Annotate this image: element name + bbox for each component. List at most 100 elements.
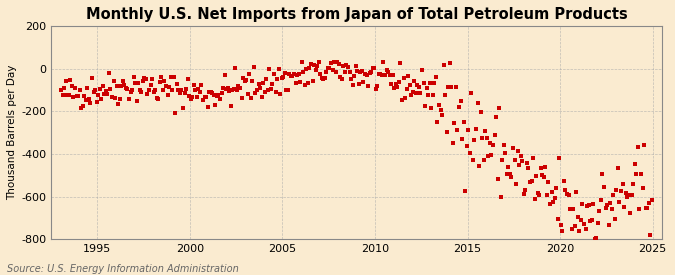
Point xyxy=(307,79,318,83)
Point xyxy=(487,143,498,148)
Point xyxy=(101,89,111,94)
Point xyxy=(263,88,273,93)
Point xyxy=(282,88,293,92)
Point xyxy=(369,66,379,70)
Point xyxy=(230,66,241,70)
Point xyxy=(409,78,420,83)
Point xyxy=(275,92,286,96)
Point xyxy=(302,81,313,85)
Point xyxy=(446,85,457,90)
Point xyxy=(174,91,185,96)
Point xyxy=(452,128,463,132)
Point xyxy=(111,84,122,88)
Point xyxy=(458,120,469,124)
Point xyxy=(165,75,176,79)
Point xyxy=(460,189,470,194)
Point xyxy=(355,70,366,75)
Point xyxy=(429,81,440,85)
Point xyxy=(333,61,344,66)
Point xyxy=(319,76,330,81)
Point xyxy=(356,69,367,73)
Point xyxy=(202,104,213,109)
Point xyxy=(608,193,619,197)
Point xyxy=(517,159,528,164)
Point xyxy=(486,152,497,157)
Point xyxy=(647,198,657,202)
Point xyxy=(102,92,113,96)
Point xyxy=(258,81,269,85)
Point xyxy=(533,191,543,196)
Point xyxy=(78,104,88,109)
Point xyxy=(541,193,552,197)
Point xyxy=(535,166,546,171)
Point xyxy=(601,202,612,207)
Point xyxy=(150,87,161,92)
Point xyxy=(539,174,549,179)
Point xyxy=(136,90,146,95)
Point xyxy=(522,161,533,165)
Point xyxy=(68,95,79,99)
Point xyxy=(389,86,400,90)
Point xyxy=(267,82,278,87)
Point xyxy=(546,189,557,194)
Point xyxy=(630,161,641,166)
Point xyxy=(139,76,150,80)
Point xyxy=(350,64,361,68)
Point xyxy=(278,75,289,79)
Point xyxy=(138,79,148,84)
Point xyxy=(528,155,539,160)
Point xyxy=(315,72,325,77)
Point xyxy=(639,142,649,147)
Point xyxy=(207,91,217,96)
Point xyxy=(105,86,116,91)
Point xyxy=(408,90,418,94)
Point xyxy=(432,120,443,124)
Point xyxy=(414,85,425,89)
Point xyxy=(526,179,537,183)
Point xyxy=(547,200,558,204)
Point xyxy=(371,87,381,92)
Point xyxy=(395,61,406,66)
Point xyxy=(124,97,134,101)
Point xyxy=(503,164,514,169)
Point xyxy=(63,93,74,97)
Point xyxy=(637,186,648,190)
Point xyxy=(88,90,99,95)
Point xyxy=(423,93,433,98)
Point xyxy=(71,94,82,98)
Point xyxy=(509,158,520,162)
Point xyxy=(636,172,647,176)
Point xyxy=(529,197,540,201)
Point xyxy=(390,82,401,86)
Point xyxy=(508,146,518,150)
Point xyxy=(213,93,224,97)
Point xyxy=(196,83,207,87)
Point xyxy=(153,97,164,101)
Point xyxy=(204,89,215,94)
Point xyxy=(228,87,239,91)
Point xyxy=(378,60,389,64)
Point xyxy=(392,84,403,89)
Point xyxy=(168,75,179,79)
Point xyxy=(642,206,653,210)
Point xyxy=(401,86,412,91)
Point xyxy=(603,223,614,227)
Point xyxy=(565,207,576,211)
Point xyxy=(117,78,128,83)
Point xyxy=(410,91,421,95)
Point xyxy=(477,136,487,140)
Point xyxy=(151,95,162,100)
Point xyxy=(515,154,526,158)
Point xyxy=(468,158,479,162)
Point xyxy=(308,63,319,67)
Point xyxy=(127,88,138,92)
Point xyxy=(394,80,404,84)
Point xyxy=(85,101,96,105)
Point xyxy=(416,68,427,72)
Point xyxy=(349,74,360,79)
Point xyxy=(70,86,80,90)
Point xyxy=(628,182,639,187)
Point xyxy=(211,94,222,98)
Point xyxy=(492,176,503,181)
Point xyxy=(466,91,477,95)
